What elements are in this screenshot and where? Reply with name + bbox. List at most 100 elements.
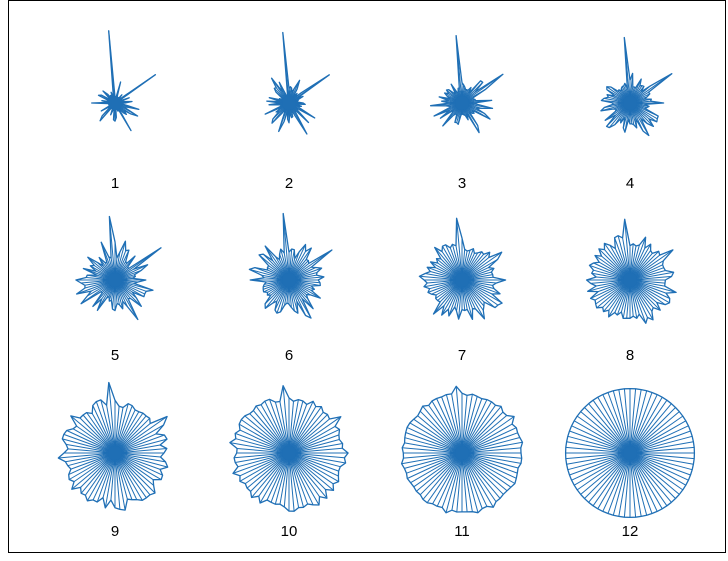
glyph-ray [565,452,631,460]
glyph-ray [629,279,654,321]
glyph-ray [114,424,164,454]
glyph-ray [461,452,516,484]
glyph-ray [622,237,631,281]
glyph-ray [235,438,290,454]
glyph-ray [567,435,631,454]
glyph-ray [114,444,161,454]
glyph-ray [288,452,300,508]
glyph-ray [288,452,346,464]
glyph-5 [75,215,162,321]
glyph-ray [461,441,523,454]
glyph-ray [288,279,312,319]
glyph-ray [629,452,653,514]
glyph-outline [418,217,507,321]
glyph-ray [461,432,518,454]
glyph-ray [108,382,116,454]
glyph-ray [416,452,463,492]
glyph-ray [288,452,334,491]
glyph-ray [66,430,116,454]
glyph-ray [434,247,463,281]
glyph-ray [629,411,680,454]
glyph-ray [436,398,463,454]
glyph-outline [264,31,330,135]
glyph-2 [264,31,330,135]
glyph-ray [270,452,290,503]
glyph-ray [288,406,322,454]
glyph-ray [584,452,631,499]
glyph-ray [114,452,162,481]
glyph-ray [288,404,308,454]
glyph-ray [288,434,340,454]
glyph-hub [282,96,296,110]
glyph-ray [629,452,668,507]
glyph-ray [114,406,120,454]
glyph-ray [114,415,147,454]
glyph-ray [567,452,631,471]
glyph-hub [455,446,469,460]
glyph-ray [66,443,116,454]
glyph-ray [566,441,631,454]
glyph-outline [429,35,504,134]
glyph-ray [461,452,488,507]
glyph-ray [104,452,116,508]
glyph-outline [585,218,677,324]
glyph-label: 10 [281,523,298,540]
glyph-ray [461,452,468,512]
glyph-ray [92,405,116,454]
glyph-ray [70,452,116,470]
glyph-ray [114,411,140,454]
glyph-outline [564,387,696,519]
glyph-ray [461,452,522,459]
glyph-ray [114,452,128,500]
glyph-ray [422,405,463,454]
glyph-outline [57,381,169,511]
glyph-ray [114,452,161,470]
glyph-ray [404,437,463,454]
glyph-ray [70,415,116,454]
glyph-ray [274,401,290,454]
glyph-label: 12 [622,523,639,540]
glyph-label: 5 [111,347,119,364]
glyph-ray [413,452,463,488]
glyph-ray [288,411,324,454]
glyph-label: 4 [626,175,634,192]
glyph-ray [288,439,340,454]
glyph-ray [629,441,694,454]
glyph-ray [614,237,631,281]
glyph-ray [114,452,154,486]
glyph-ray [80,452,116,488]
glyph-ray [461,396,478,454]
glyph-ray [96,452,116,503]
glyph-ray [419,452,463,496]
glyph-ray [250,452,290,492]
glyph-ray [461,394,473,454]
glyph-ray [110,452,116,501]
glyph-ray [612,390,631,454]
glyph-ray [629,452,676,499]
glyph-ray [441,396,463,454]
glyph-ray [114,452,138,500]
glyph-ray [288,452,320,506]
glyph-ray [456,452,463,513]
glyph-hub [623,273,637,287]
glyph-ray [288,452,309,505]
glyph-ray [629,249,674,281]
glyph-ray [288,428,340,454]
glyph-ray [428,405,463,454]
glyph-ray [282,385,290,454]
glyph-12 [564,387,696,519]
glyph-ray [618,389,631,454]
glyph-ray [409,422,463,454]
glyph-ray [288,447,343,454]
glyph-ray [629,452,672,503]
glyph-hub [455,273,469,287]
glyph-ray [288,452,339,477]
glyph-ray [461,452,518,474]
glyph-ray [279,452,290,505]
glyph-ray [245,452,290,485]
glyph-ray [569,430,631,454]
glyph-ray [461,411,504,454]
glyph-hub [108,273,122,287]
glyph-ray [255,405,290,454]
glyph-ray [461,404,496,454]
